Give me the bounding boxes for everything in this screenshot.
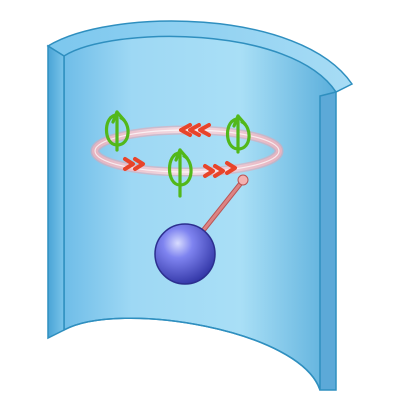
curl-arrow-left [104,110,130,152]
ring-arrow-back-1 [179,123,201,137]
ring-arrows [123,123,237,178]
rod-tip [237,174,249,186]
curl-arrow-right [225,114,251,154]
curl-arrows [104,110,251,198]
shell-top-rim [46,20,354,93]
ring-arrow-front-2 [203,164,225,178]
current-ring [90,125,284,177]
shell-inner-surface [63,27,337,391]
ring-arrow-front-1 [123,157,145,171]
shell-left-edge [47,44,65,340]
rod [199,174,249,235]
shell-bottom-rim [63,317,321,391]
ring-arrow-back-2 [198,123,211,137]
shell-right-edge [319,91,337,391]
ring-arrow-front-3 [225,161,237,175]
sphere [154,223,216,285]
curl-arrow-center [167,148,193,198]
cylindrical-shell [46,20,354,391]
